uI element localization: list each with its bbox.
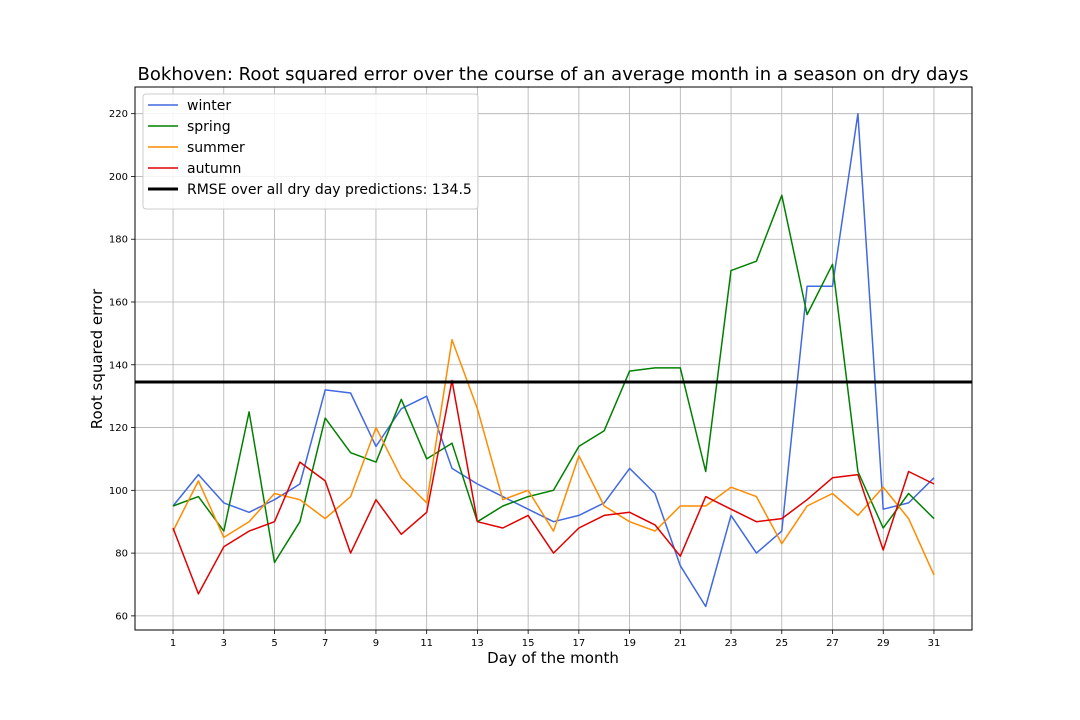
x-tick-label: 1 xyxy=(170,638,176,649)
series-line-winter xyxy=(172,112,935,608)
x-tick-label: 23 xyxy=(725,638,738,649)
y-tick-label: 120 xyxy=(109,423,128,434)
y-tick-label: 160 xyxy=(109,298,128,309)
y-axis-title: Root squared error xyxy=(88,288,106,429)
y-tick-label: 180 xyxy=(109,235,128,246)
y-tick-label: 80 xyxy=(115,549,128,560)
axis-ticks: 1 3 5 7 9 11 13 15 17 19 21 23 25 27 29 316080100120140… xyxy=(109,109,940,649)
x-tick-label: 13 xyxy=(471,638,484,649)
x-tick-label: 5 xyxy=(271,638,277,649)
y-tick-label: 140 xyxy=(109,360,128,371)
y-tick-label: 100 xyxy=(109,486,128,497)
legend-box xyxy=(142,93,479,210)
series-layer xyxy=(135,112,972,608)
series-line-autumn xyxy=(172,379,935,595)
x-tick-label: 21 xyxy=(674,638,687,649)
chart-title: Bokhoven: Root squared error over the co… xyxy=(138,64,969,85)
x-tick-label: 15 xyxy=(522,638,535,649)
x-tick-label: 3 xyxy=(221,638,227,649)
series-line-spring xyxy=(172,194,935,564)
x-tick-label: 17 xyxy=(572,638,585,649)
x-tick-label: 19 xyxy=(623,638,636,649)
x-tick-label: 25 xyxy=(775,638,788,649)
legend-label: winter xyxy=(187,98,231,114)
x-tick-label: 27 xyxy=(826,638,839,649)
plot-frame xyxy=(134,86,973,631)
y-tick-label: 220 xyxy=(109,109,128,120)
y-tick-label: 200 xyxy=(109,172,128,183)
y-tick-label: 60 xyxy=(115,611,128,622)
legend-label: RMSE over all dry day predictions: 134.5 xyxy=(187,182,472,198)
legend-label: autumn xyxy=(187,161,241,177)
legend-label: summer xyxy=(187,140,245,156)
legend: winter spring summer autumn RMSE over all dr… xyxy=(142,93,479,210)
x-tick-label: 11 xyxy=(420,638,433,649)
x-tick-label: 29 xyxy=(877,638,890,649)
x-tick-label: 7 xyxy=(322,638,328,649)
legend-label: spring xyxy=(187,119,231,135)
x-axis-title: Day of the month xyxy=(487,649,619,667)
series-line-summer xyxy=(172,338,935,576)
x-tick-label: 9 xyxy=(373,638,379,649)
x-tick-label: 31 xyxy=(928,638,941,649)
